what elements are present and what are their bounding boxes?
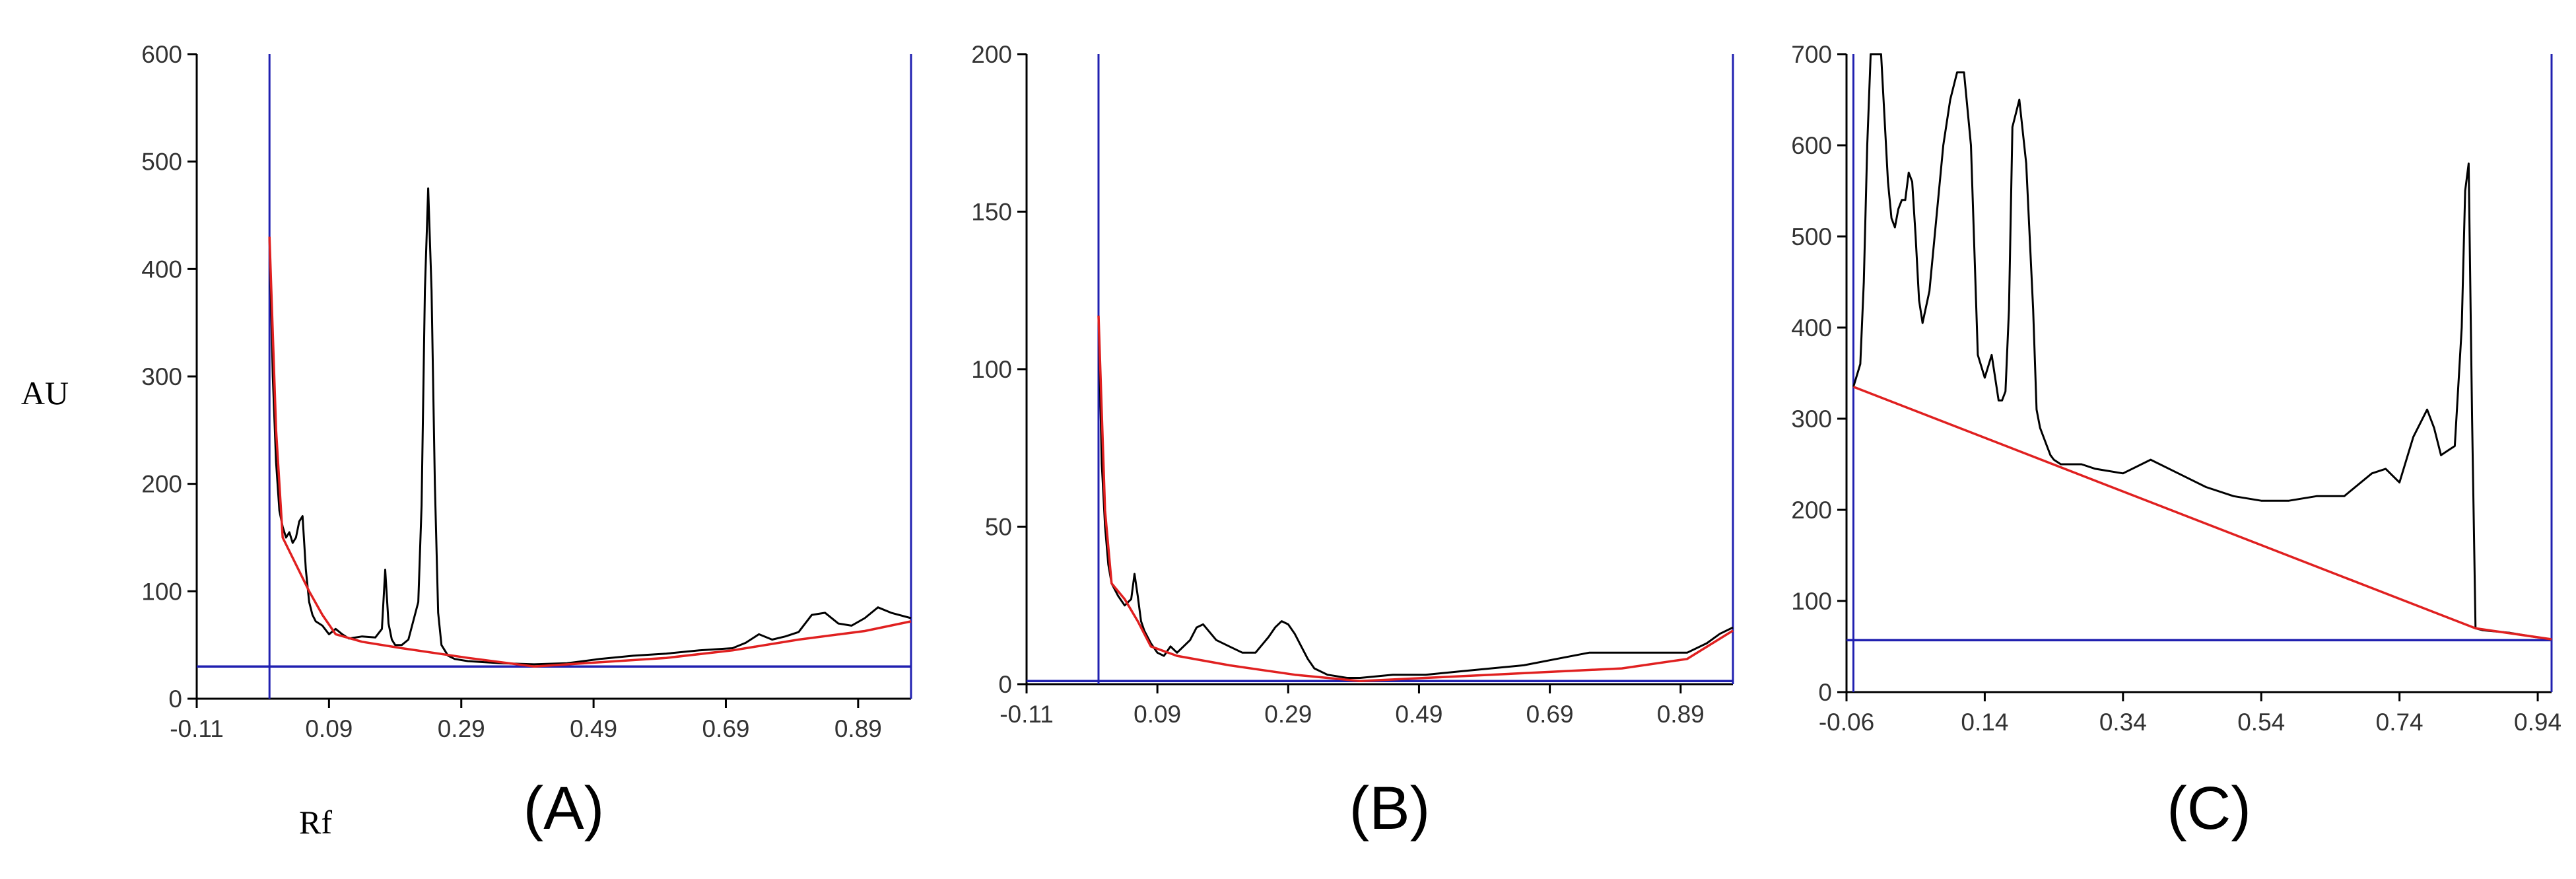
x-tick-label: -0.06 xyxy=(1819,709,1874,736)
y-tick-label: 100 xyxy=(141,578,182,605)
y-tick-label: 600 xyxy=(1791,132,1832,159)
panel-label: (A) xyxy=(524,775,605,842)
x-tick-label: -0.11 xyxy=(1000,701,1054,728)
y-tick-label: 400 xyxy=(1791,314,1832,341)
baseline-series-line xyxy=(268,236,912,668)
y-tick-label: 500 xyxy=(1791,223,1832,250)
x-tick-label: 0.54 xyxy=(2237,709,2285,736)
baseline-series-line xyxy=(1097,315,1734,682)
x-tick-label: 0.94 xyxy=(2514,709,2561,736)
y-tick-label: 300 xyxy=(141,363,182,390)
y-tick-label: 500 xyxy=(141,149,182,176)
y-tick-label: 200 xyxy=(971,41,1012,68)
x-tick-label: 0.49 xyxy=(1395,701,1442,728)
y-tick-label: 100 xyxy=(971,356,1012,383)
x-tick-label: 0.29 xyxy=(438,715,485,742)
x-tick-label: 0.89 xyxy=(834,715,882,742)
x-axis-label: Rf xyxy=(299,804,332,841)
x-tick-label: 0.69 xyxy=(702,715,749,742)
x-tick-label: 0.09 xyxy=(1134,701,1181,728)
y-tick-label: 300 xyxy=(1791,405,1832,433)
baseline-series-line xyxy=(1852,386,2552,641)
x-tick-label: 0.74 xyxy=(2376,709,2423,736)
x-tick-label: 0.09 xyxy=(305,715,353,742)
y-tick-label: 50 xyxy=(985,514,1012,541)
x-tick-label: 0.29 xyxy=(1264,701,1312,728)
chart-panel: 0 100 200 300 400 500 600 -0.11 0.09 0.29 0.49 0.69… xyxy=(141,41,912,842)
y-axis-label: AU xyxy=(21,374,69,411)
x-tick-label: 0.69 xyxy=(1526,701,1574,728)
chromatogram-series-line xyxy=(1852,53,2552,641)
x-tick-label: 0.89 xyxy=(1657,701,1705,728)
y-tick-label: 100 xyxy=(1791,588,1832,615)
y-tick-label: 700 xyxy=(1791,41,1832,68)
y-tick-label: 200 xyxy=(1791,497,1832,524)
y-tick-label: 400 xyxy=(141,256,182,283)
y-tick-label: 150 xyxy=(971,199,1012,226)
y-tick-label: 0 xyxy=(1818,679,1832,706)
x-tick-label: 0.14 xyxy=(1961,709,2008,736)
chromatogram-series-line xyxy=(268,187,912,666)
y-tick-label: 600 xyxy=(141,41,182,68)
panel-label: (B) xyxy=(1349,775,1431,842)
y-tick-label: 0 xyxy=(168,686,182,713)
x-tick-label: 0.34 xyxy=(2099,709,2147,736)
x-tick-label: 0.49 xyxy=(570,715,617,742)
chromatogram-series-line xyxy=(1097,315,1734,679)
y-tick-label: 0 xyxy=(998,671,1012,698)
chart-panel: 0 100 200 300 400 500 600 700 -0.06 0.14 0.34 0.54 0… xyxy=(1791,41,2561,842)
panel-label: (C) xyxy=(2167,775,2251,842)
x-tick-label: -0.11 xyxy=(170,715,224,742)
y-tick-label: 200 xyxy=(141,471,182,498)
chart-panel: 0 50 100 150 200 -0.11 0.09 0.29 0.49 0.69 0.89 (B) xyxy=(971,41,1734,842)
